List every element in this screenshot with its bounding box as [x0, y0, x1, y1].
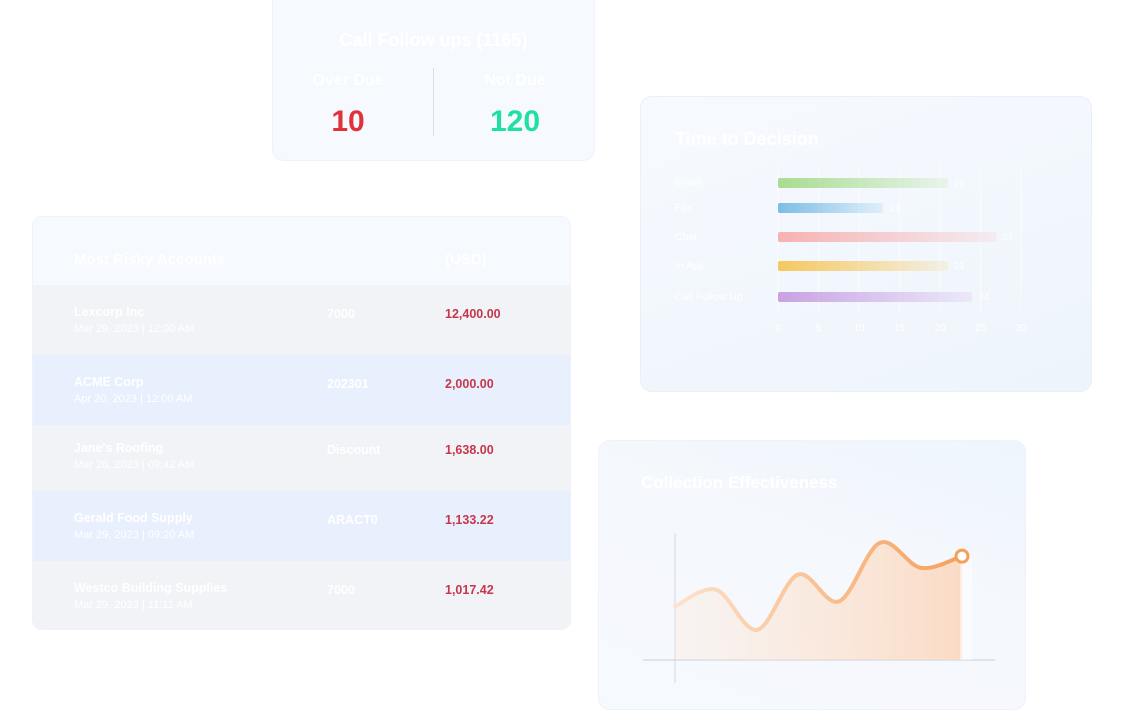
risky-accounts-table: Most Risky Accounts (USD) Lexcorp Inc Ma… [32, 216, 571, 630]
account-name: ACME Corp [74, 375, 144, 389]
account-date: Mar 29, 2023 | 09:20 AM [74, 529, 195, 541]
x-tick-label: 15 [894, 323, 906, 334]
account-amount: 2,000.00 [445, 377, 494, 391]
x-tick-label: 30 [1015, 323, 1027, 334]
account-ref: ARACT0 [327, 513, 378, 527]
table-row[interactable]: Gerald Food Supply Mar 29, 2023 | 09:20 … [33, 491, 570, 561]
bar-value-label: 21 [954, 261, 965, 272]
category-label: Chat [675, 231, 697, 243]
ce-title: Collection Effectiveness [641, 473, 838, 492]
account-name: Gerald Food Supply [74, 511, 193, 525]
table-header: Most Risky Accounts (USD) [33, 217, 570, 285]
account-name: Westco Building Supplies [74, 581, 228, 595]
account-amount: 1,017.42 [445, 583, 494, 597]
category-label: Email [675, 177, 701, 189]
table-title: Most Risky Accounts [74, 251, 226, 268]
bar-value-label: 27 [1003, 232, 1014, 243]
collection-effectiveness-card: Collection Effectiveness [598, 440, 1026, 710]
account-ref: 7000 [327, 583, 355, 597]
bar-value-label: 21 [954, 178, 965, 189]
latest-point-marker[interactable] [954, 548, 970, 564]
notdue-count[interactable]: 120 [489, 105, 541, 138]
bar-fax[interactable] [778, 203, 884, 213]
table-row[interactable]: Jane's Roofing Mar 26, 2023 | 09:42 AM D… [33, 425, 570, 495]
bar-call-follow-up[interactable] [778, 292, 973, 302]
account-amount: 12,400.00 [445, 307, 501, 321]
time-to-decision-chart: 0 5 10 15 20 25 30 Email 21 Fax 13 Chat 27 In App 21 Ca… [675, 165, 1027, 334]
collection-effectiveness-chart [643, 533, 995, 683]
account-ref: Discount [327, 443, 381, 457]
account-ref: 202301 [327, 377, 369, 391]
table-row[interactable]: Westco Building Supplies Mar 29, 2023 | … [33, 561, 570, 629]
x-tick-label: 0 [775, 323, 781, 334]
table-row[interactable]: Lexcorp Inc Mar 29, 2023 | 12:00 AM 7000… [33, 285, 570, 355]
bar-value-label: 13 [889, 203, 900, 214]
time-to-decision-card: Time to Decision 0 5 10 15 20 25 30 Email 21 Fax 1… [640, 96, 1092, 392]
overdue-label: Over Due [312, 72, 384, 89]
currency-header: (USD) [445, 251, 487, 268]
account-date: Mar 29, 2023 | 12:00 AM [74, 323, 195, 335]
bar-in-app[interactable] [778, 261, 949, 271]
account-name: Lexcorp Inc [74, 305, 145, 319]
account-date: Mar 26, 2023 | 09:42 AM [74, 459, 195, 471]
area-fade-edge [960, 556, 972, 660]
x-tick-label: 25 [975, 323, 987, 334]
category-label: In App [675, 260, 705, 272]
category-label: Call Follow Up [675, 291, 743, 303]
ttd-title: Time to Decision [675, 129, 819, 149]
account-ref: 7000 [327, 307, 355, 321]
bar-email[interactable] [778, 178, 949, 188]
followups-title: Call Follow ups (1165) [339, 30, 528, 50]
bar-value-label: 24 [978, 292, 989, 303]
bar-chat[interactable] [778, 232, 997, 242]
area-fill [675, 542, 962, 660]
overdue-count[interactable]: 10 [331, 105, 365, 138]
account-amount: 1,133.22 [445, 513, 494, 527]
table-row[interactable]: ACME Corp Apr 20, 2023 | 12:00 AM 202301… [33, 355, 570, 425]
account-date: Mar 29, 2023 | 11:11 AM [74, 599, 193, 611]
notdue-label: Not Due [484, 72, 546, 89]
account-name: Jane's Roofing [74, 441, 164, 455]
x-tick-label: 5 [816, 323, 822, 334]
x-tick-label: 10 [853, 323, 865, 334]
category-label: Fax [675, 202, 693, 214]
account-amount: 1,638.00 [445, 443, 494, 457]
account-date: Apr 20, 2023 | 12:00 AM [74, 393, 193, 405]
call-followups-card: Call Follow ups (1165) Over Due 10 Not D… [272, 0, 595, 161]
series-line [673, 540, 964, 632]
x-tick-label: 20 [934, 323, 946, 334]
followups-divider [433, 68, 434, 136]
